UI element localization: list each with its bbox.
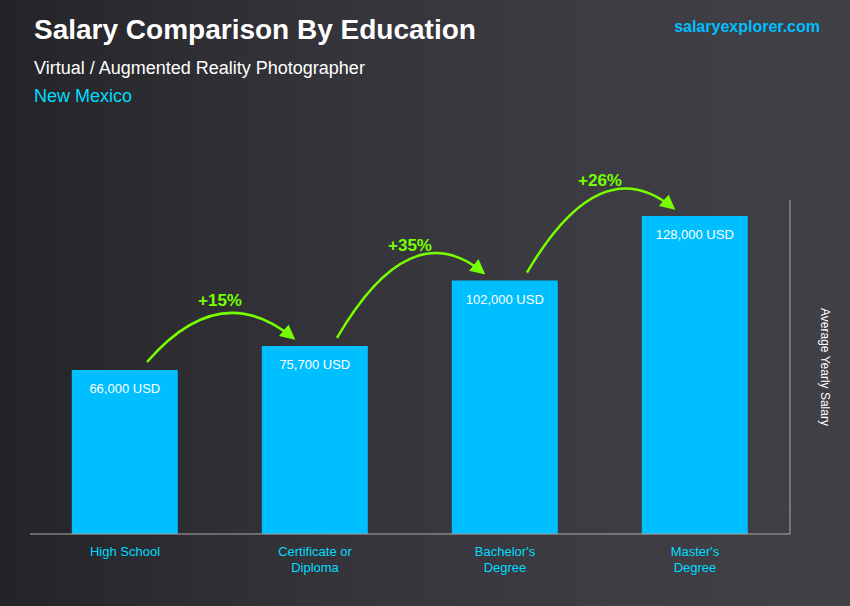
svg-text:75,700 USD: 75,700 USD [279,357,350,372]
svg-text:66,000 USD: 66,000 USD [89,381,160,396]
html-text:Salary Comparison By Education: Salary Comparison By Education [34,14,476,45]
svg-text:High School: High School [90,544,160,559]
html-text:New Mexico: New Mexico [34,86,132,106]
svg-text:Bachelor'sDegree: Bachelor'sDegree [475,544,536,575]
svg-text:102,000 USD: 102,000 USD [466,292,544,307]
svg-text:128,000 USD: 128,000 USD [656,227,734,242]
svg-text:Master'sDegree: Master'sDegree [671,544,720,575]
svg-text:+35%: +35% [388,236,432,255]
html-text:Virtual / Augmented Reality Ph: Virtual / Augmented Reality Photographer [34,58,365,78]
svg-text:Certificate orDiploma: Certificate orDiploma [278,544,352,575]
svg-text:+15%: +15% [198,291,242,310]
html-text:salaryexplorer.com: salaryexplorer.com [674,18,820,35]
svg-text:Average Yearly Salary: Average Yearly Salary [818,308,832,426]
svg-text:+26%: +26% [578,171,622,190]
